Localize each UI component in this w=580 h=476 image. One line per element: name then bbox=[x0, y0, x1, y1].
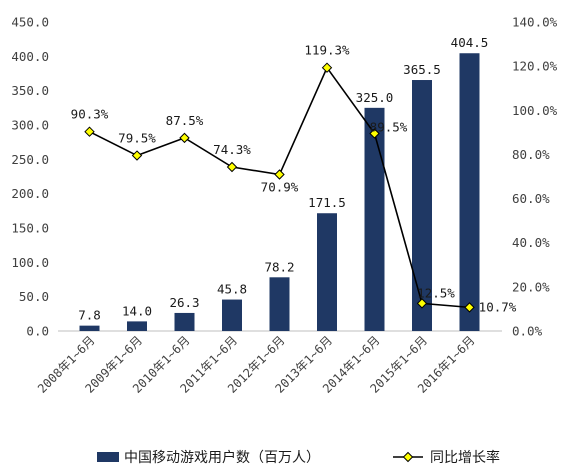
legend-bar-swatch bbox=[97, 452, 119, 462]
right-axis-tick-label: 100.0% bbox=[512, 103, 558, 118]
left-axis-tick-label: 0.0 bbox=[26, 324, 49, 339]
right-axis-tick-label: 80.0% bbox=[512, 147, 550, 162]
line-marker bbox=[416, 298, 428, 309]
line-data-label: 10.7% bbox=[479, 299, 517, 314]
line-data-label: 119.3% bbox=[304, 43, 350, 58]
line-data-label: 90.3% bbox=[71, 107, 109, 122]
line-data-label: 74.3% bbox=[213, 142, 251, 157]
right-axis-tick-label: 20.0% bbox=[512, 279, 550, 294]
right-axis-tick-label: 60.0% bbox=[512, 191, 550, 206]
line-marker bbox=[179, 132, 190, 144]
line-data-label: 87.5% bbox=[166, 113, 204, 128]
bar bbox=[79, 325, 100, 331]
bar-data-label: 404.5 bbox=[451, 35, 489, 50]
left-axis-tick-label: 450.0 bbox=[11, 15, 49, 30]
left-axis-tick-label: 250.0 bbox=[11, 152, 49, 167]
bar bbox=[412, 80, 432, 331]
bar bbox=[364, 107, 385, 331]
bar-data-label: 171.5 bbox=[308, 195, 346, 210]
line-data-label: 79.5% bbox=[118, 131, 156, 146]
line-marker bbox=[464, 302, 475, 313]
line-marker bbox=[274, 169, 285, 180]
bar bbox=[317, 213, 337, 331]
bar bbox=[269, 277, 290, 331]
line-data-labels: 90.3% 79.5% 87.5% 74.3% 70.9% 119.3% 89.5% 12.5… bbox=[71, 43, 517, 315]
legend-line-label: 同比增长率 bbox=[430, 449, 500, 466]
right-axis-tick-label: 40.0% bbox=[512, 235, 550, 250]
line-marker bbox=[321, 62, 333, 73]
legend-line-marker bbox=[402, 451, 414, 463]
left-axis-tick-label: 400.0 bbox=[11, 49, 49, 64]
left-axis-tick-label: 150.0 bbox=[11, 221, 49, 236]
line-marker bbox=[369, 128, 380, 139]
right-axis-tick-label: 120.0% bbox=[512, 59, 558, 74]
left-axis-tick-label: 350.0 bbox=[11, 83, 49, 98]
legend: 中国移动游戏用户数（百万人） 同比增长率 bbox=[97, 449, 500, 466]
bar-data-label: 45.8 bbox=[217, 282, 247, 297]
bar bbox=[174, 312, 195, 331]
line-marker bbox=[131, 150, 143, 161]
bar-data-label: 325.0 bbox=[356, 90, 394, 105]
right-axis-tick-label: 0.0% bbox=[512, 324, 543, 339]
line-data-label: 70.9% bbox=[261, 180, 299, 195]
bar-data-label: 26.3 bbox=[169, 295, 199, 310]
line-series bbox=[84, 62, 475, 313]
bar-series bbox=[79, 53, 480, 331]
left-axis-tick-label: 50.0 bbox=[19, 289, 49, 304]
bar-data-labels: 7.8 14.0 26.3 45.8 78.2 171.5 325.0 365.5 404.5 bbox=[78, 35, 488, 322]
left-axis-tick-label: 300.0 bbox=[11, 118, 49, 133]
axes: 0.0 50.0 100.0 150.0 200.0 250.0 300.0 350.0 400… bbox=[11, 15, 557, 339]
bar-data-label: 365.5 bbox=[403, 62, 441, 77]
line-marker bbox=[84, 126, 95, 137]
legend-bar-label: 中国移动游戏用户数（百万人） bbox=[124, 449, 320, 466]
line-data-label: 12.5% bbox=[417, 285, 455, 300]
bar bbox=[127, 321, 147, 331]
bar-data-label: 78.2 bbox=[264, 259, 294, 274]
left-axis-tick-label: 200.0 bbox=[11, 186, 49, 201]
line-data-label: 89.5% bbox=[370, 119, 408, 134]
bar bbox=[459, 53, 480, 331]
category-labels: 2008年1~6月2009年1~6月2010年1~6月2011年1~6月2012… bbox=[35, 333, 478, 396]
line-marker bbox=[226, 161, 238, 173]
bar-data-label: 7.8 bbox=[78, 308, 101, 323]
bar-data-label: 14.0 bbox=[122, 303, 152, 318]
right-axis-tick-label: 140.0% bbox=[512, 15, 558, 30]
left-axis-tick-label: 100.0 bbox=[11, 255, 49, 270]
bar bbox=[222, 299, 242, 331]
